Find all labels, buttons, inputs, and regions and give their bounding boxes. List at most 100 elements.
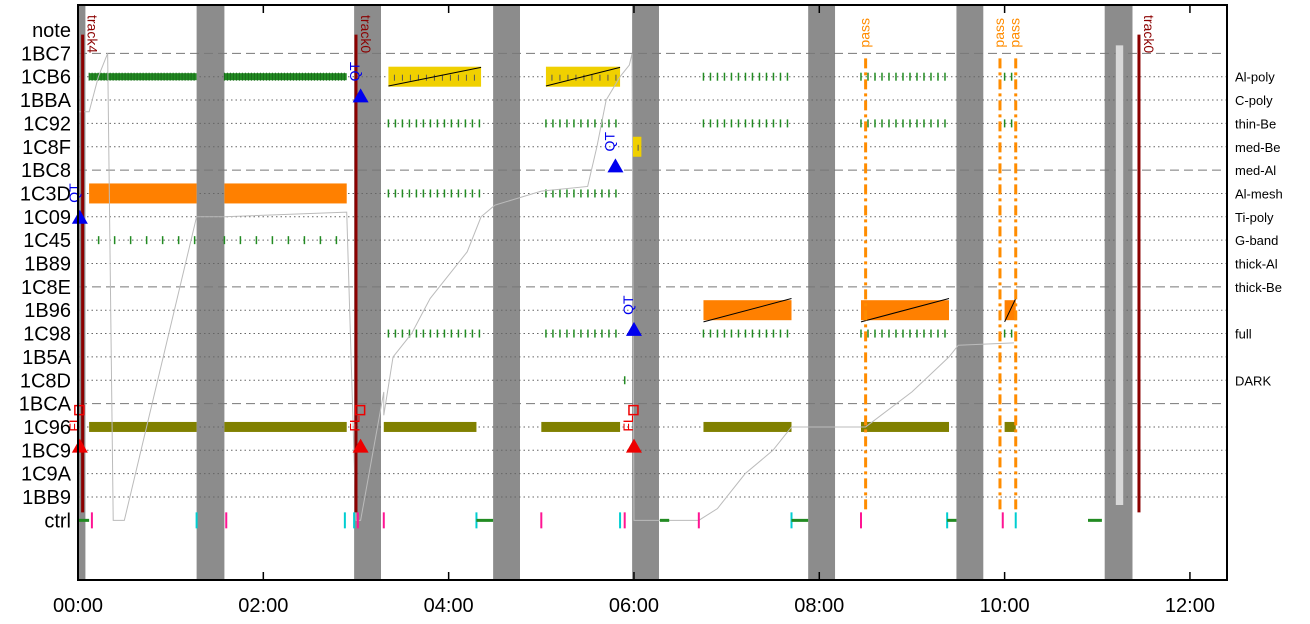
marker-triangle [71,438,88,453]
x-tick-label: 00:00 [53,595,103,617]
bar-solid [541,421,621,432]
marker-triangle [352,438,369,453]
ctrl-events-layer [78,512,1102,529]
plot-frame [77,4,1228,581]
diagonal-line [545,66,621,87]
right-row-label: Al-mesh [1235,186,1283,201]
bar-solid [224,421,347,432]
diagonal-line [1004,298,1017,323]
y-tick-label: 1C09 [23,207,71,229]
night-band [808,5,836,580]
bar-solid [1004,421,1016,432]
y-axis-labels: note1BC71CB61BBA1C921C8F1BC81C3D1C091C45… [19,20,72,532]
y-tick-label: 1C3D [20,183,71,205]
right-row-label: C-poly [1235,93,1273,108]
diagonal-line [703,298,792,323]
gray-track-line [78,53,1014,521]
pass-label: pass [991,18,1007,48]
y-tick-label: 1BC7 [21,43,71,65]
night-band [956,5,984,580]
right-row-label: full [1235,327,1252,342]
marker-triangle [625,438,642,453]
right-row-label: thick-Be [1235,280,1282,295]
track-label: track0 [358,15,374,53]
pass-label: pass [1007,18,1023,48]
y-tick-label: 1C98 [23,324,71,346]
x-tick-label: 10:00 [980,595,1030,617]
right-labels: Al-poly C-poly thin-Be med-Be med-Al Al-mesh T… [1235,70,1283,389]
marker-box [628,404,639,416]
marker-label: QT [620,295,636,315]
y-tick-label: 1C45 [23,230,71,252]
right-row-label: G-band [1235,233,1278,248]
y-tick-label: 1C92 [23,113,71,135]
marker-box [74,404,85,416]
right-row-label: DARK [1235,373,1271,388]
right-row-label: med-Be [1235,140,1281,155]
x-tick-label: 12:00 [1165,595,1215,617]
pass-label: pass [857,18,873,48]
diagonal-line [388,66,482,87]
marker-triangle [607,158,624,173]
x-axis-labels: 00:00 02:00 04:00 06:00 08:00 10:00 12:00 [53,5,1215,617]
marker-label: QT [601,132,617,152]
light-band [1115,45,1124,505]
x-tick-label: 06:00 [609,595,659,617]
y-tick-label: 1C9A [21,464,72,486]
night-band [196,5,225,580]
bar-solid [703,421,792,432]
y-tick-label: 1B5A [22,347,72,369]
night-band [632,5,659,580]
right-row-label: thin-Be [1235,116,1276,131]
marker-box [354,404,366,416]
y-tick-label: 1C96 [23,417,71,439]
y-tick-label: 1CB6 [21,67,71,89]
x-tick-label: 08:00 [794,595,844,617]
right-row-label: thick-Al [1235,257,1278,272]
y-tick-label: 1C8D [20,370,71,392]
bar-solid [224,183,347,204]
bar-solid [89,183,197,204]
marker-triangle [352,88,369,103]
tick-rows-layer [81,72,1013,385]
track-lines-layer: track4 track0 track0 [81,15,1157,513]
y-tick-label: 1C8E [21,277,71,299]
row-gridlines [78,52,1227,498]
night-bands [78,5,1133,580]
y-tick-label: note [32,20,71,42]
bar-solid [89,421,197,432]
y-tick-label: 1B96 [24,300,71,322]
diagonal-line [860,298,950,323]
night-band [493,5,520,580]
marker-triangle [71,209,88,224]
y-tick-label: 1BC9 [21,440,71,462]
right-row-label: Ti-poly [1235,210,1274,225]
y-tick-label: 1B89 [24,254,71,276]
bar-hatch [224,73,347,81]
marker-label: QT [347,61,363,81]
diagonal-lines-layer [388,66,1017,323]
track-label: track0 [1141,15,1157,53]
x-tick-label: 04:00 [424,595,474,617]
night-band [354,5,382,580]
light-band-rect [1115,45,1124,505]
marker-label: FL [620,415,636,432]
bar-yellow [632,136,642,157]
marker-triangle [625,321,642,336]
y-tick-label: 1C8F [22,137,71,159]
y-tick-label: 1BCA [19,394,72,416]
right-row-label: Al-poly [1235,70,1275,85]
marker-label: FL [347,415,363,432]
bar-solid [383,421,477,432]
y-tick-label: 1BC8 [21,160,71,182]
y-tick-label: ctrl [44,510,71,532]
y-tick-label: 1BBA [20,90,72,112]
bar-solid [860,421,950,432]
x-tick-label: 02:00 [238,595,288,617]
pass-lines-layer: pass pass pass [857,18,1023,511]
gray-track-layer [78,53,1014,521]
right-row-label: med-Al [1235,163,1276,178]
y-tick-label: 1BB9 [22,487,71,509]
